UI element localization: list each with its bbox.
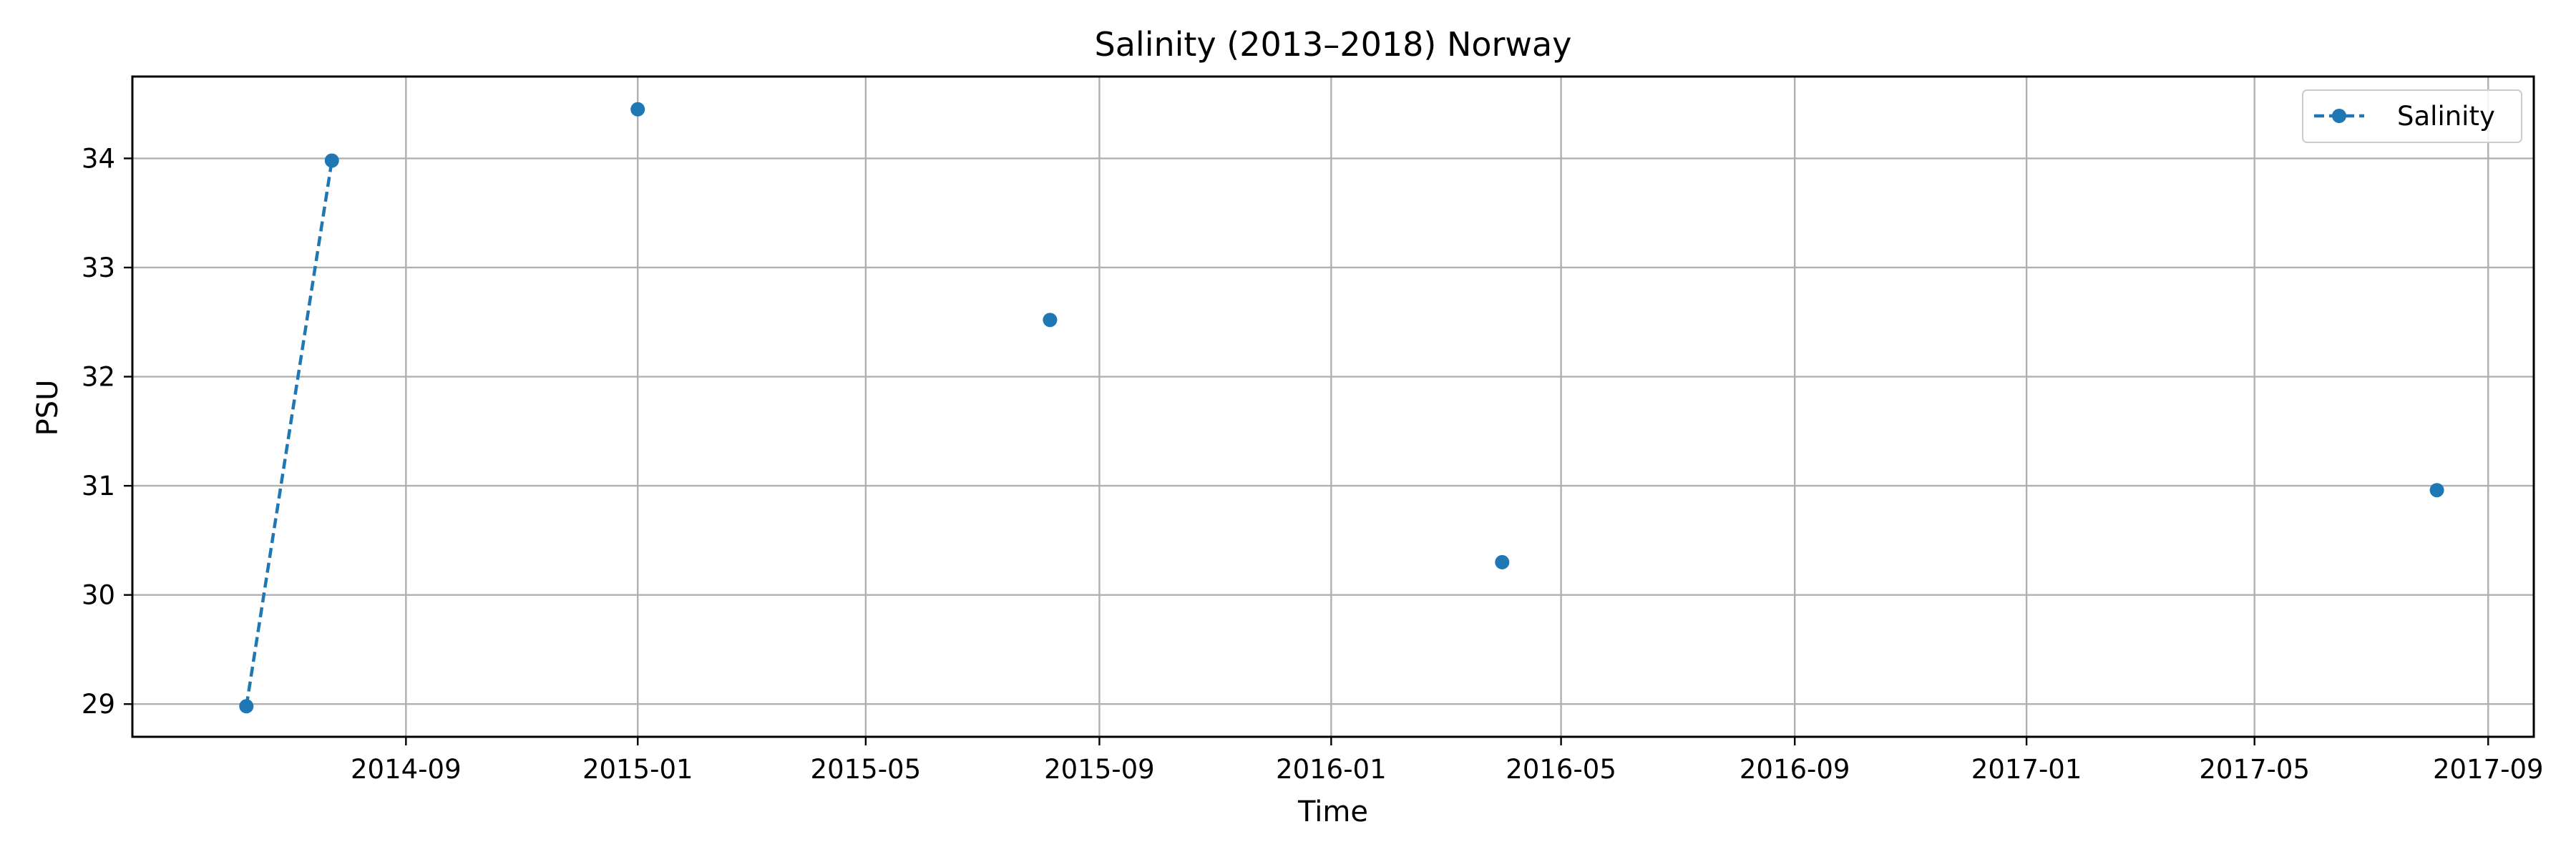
x-tick-label: 2016-01	[1276, 754, 1387, 785]
y-tick-label: 34	[82, 143, 115, 174]
x-tick-label: 2017-09	[2433, 754, 2544, 785]
y-tick-label: 31	[82, 471, 115, 501]
legend-label: Salinity	[2397, 101, 2495, 132]
x-tick-label: 2017-05	[2199, 754, 2310, 785]
plot-area-frame	[131, 75, 2535, 738]
x-tick-label: 2017-01	[1971, 754, 2082, 785]
chart-title: Salinity (2013–2018) Norway	[1095, 25, 1572, 64]
legend: Salinity	[2302, 89, 2522, 143]
x-tick-label: 2015-09	[1044, 754, 1155, 785]
y-axis-ticks: 29 30 31 32 33 34	[82, 143, 132, 720]
data-point	[2429, 483, 2444, 498]
y-axis-label: PSU	[31, 380, 64, 436]
x-tick-label: 2016-05	[1506, 754, 1616, 785]
y-tick-label: 32	[82, 362, 115, 393]
legend-box	[2302, 89, 2522, 143]
data-point	[1043, 313, 1058, 328]
x-tick-label: 2016-09	[1740, 754, 1850, 785]
grid-lines	[132, 77, 2534, 737]
series-layer	[239, 102, 2444, 714]
x-axis-label: Time	[1297, 795, 1368, 828]
x-tick-label: 2014-09	[351, 754, 462, 785]
legend-marker-sample	[2332, 109, 2346, 123]
x-axis-ticks: 2014-09 2015-01 2015-05 2015-09 2016-01 2016-…	[351, 737, 2544, 785]
x-tick-label: 2015-01	[582, 754, 693, 785]
y-tick-label: 30	[82, 580, 115, 611]
y-tick-label: 29	[82, 689, 115, 720]
data-point	[239, 699, 254, 714]
y-tick-label: 33	[82, 253, 115, 283]
x-tick-label: 2015-05	[811, 754, 922, 785]
data-point	[630, 102, 645, 117]
series-line	[245, 160, 334, 707]
data-point	[324, 153, 339, 168]
data-point	[1495, 554, 1510, 569]
